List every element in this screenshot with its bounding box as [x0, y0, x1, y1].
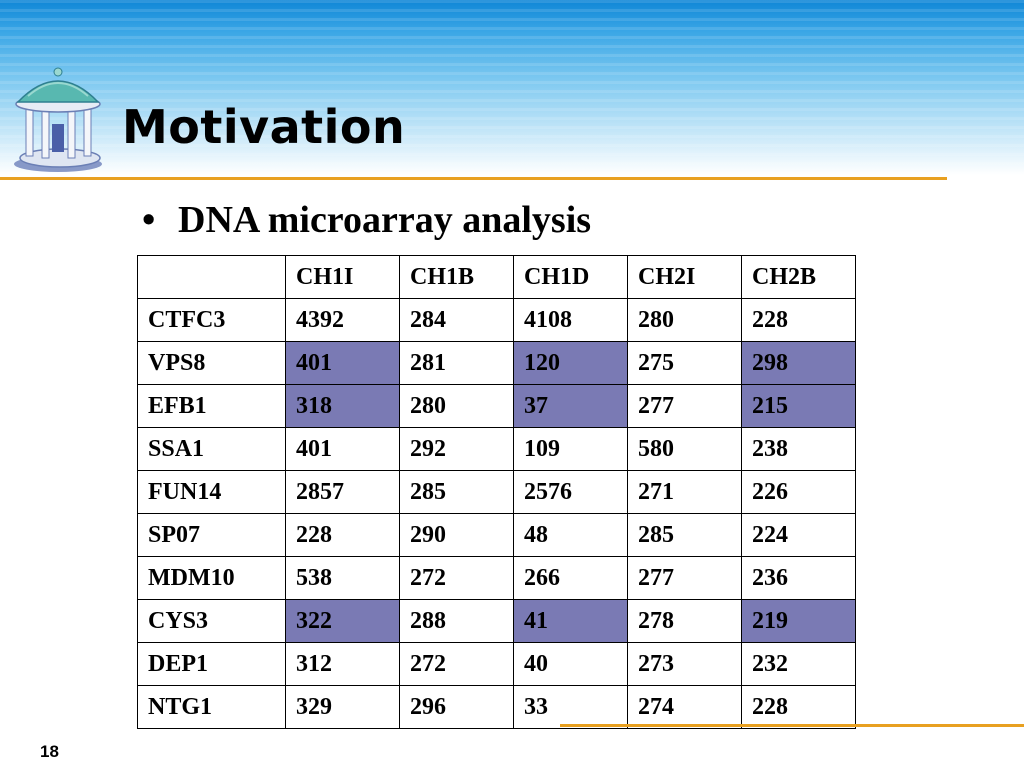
highlighted-value-cell: 318 — [285, 384, 400, 428]
value-cell: 284 — [399, 298, 514, 342]
gene-name-cell: SSA1 — [137, 427, 286, 471]
value-cell: 236 — [741, 556, 856, 600]
value-cell: 109 — [513, 427, 628, 471]
value-cell: 4392 — [285, 298, 400, 342]
gene-name-cell: CTFC3 — [137, 298, 286, 342]
highlighted-value-cell: 298 — [741, 341, 856, 385]
footer-rule — [560, 724, 1024, 727]
value-cell: 238 — [741, 427, 856, 471]
highlighted-value-cell: 120 — [513, 341, 628, 385]
highlighted-value-cell: 215 — [741, 384, 856, 428]
table-row: FUN14 2857 285 2576 271 226 — [137, 470, 856, 514]
highlighted-value-cell: 41 — [513, 599, 628, 643]
gene-name-cell: DEP1 — [137, 642, 286, 686]
value-cell: 228 — [285, 513, 400, 557]
microarray-table: CH1I CH1B CH1D CH2I CH2B CTFC3 4392 284 4108 280 2… — [137, 255, 856, 729]
value-cell: 40 — [513, 642, 628, 686]
value-cell: 285 — [627, 513, 742, 557]
value-cell: 228 — [741, 298, 856, 342]
table-row: SP07 228 290 48 285 224 — [137, 513, 856, 557]
value-cell: 580 — [627, 427, 742, 471]
value-cell: 281 — [399, 341, 514, 385]
highlighted-value-cell: 401 — [285, 341, 400, 385]
gene-name-cell: VPS8 — [137, 341, 286, 385]
gene-name-cell: MDM10 — [137, 556, 286, 600]
column-header: CH2I — [627, 255, 742, 299]
table-row: MDM10 538 272 266 277 236 — [137, 556, 856, 600]
table-row: EFB1 318 280 37 277 215 — [137, 384, 856, 428]
value-cell: 277 — [627, 384, 742, 428]
column-header: CH1D — [513, 255, 628, 299]
bullet-marker: • — [142, 199, 156, 241]
column-header: CH2B — [741, 255, 856, 299]
column-header: CH1B — [399, 255, 514, 299]
highlighted-value-cell: 219 — [741, 599, 856, 643]
value-cell: 312 — [285, 642, 400, 686]
value-cell: 292 — [399, 427, 514, 471]
value-cell: 288 — [399, 599, 514, 643]
value-cell: 296 — [399, 685, 514, 729]
highlighted-value-cell: 37 — [513, 384, 628, 428]
title-rule — [0, 177, 947, 180]
value-cell: 266 — [513, 556, 628, 600]
gene-name-cell: FUN14 — [137, 470, 286, 514]
value-cell: 226 — [741, 470, 856, 514]
old-well-logo-icon — [14, 67, 102, 172]
value-cell: 329 — [285, 685, 400, 729]
value-cell: 48 — [513, 513, 628, 557]
value-cell: 401 — [285, 427, 400, 471]
value-cell: 275 — [627, 341, 742, 385]
value-cell: 2576 — [513, 470, 628, 514]
table-row: VPS8 401 281 120 275 298 — [137, 341, 856, 385]
value-cell: 285 — [399, 470, 514, 514]
value-cell: 4108 — [513, 298, 628, 342]
value-cell: 280 — [627, 298, 742, 342]
value-cell: 272 — [399, 642, 514, 686]
value-cell: 273 — [627, 642, 742, 686]
header-background — [0, 0, 1024, 175]
bullet-item: • DNA microarray analysis — [142, 198, 591, 242]
value-cell: 280 — [399, 384, 514, 428]
value-cell: 33 — [513, 685, 628, 729]
table-row: SSA1 401 292 109 580 238 — [137, 427, 856, 471]
value-cell: 228 — [741, 685, 856, 729]
header-stripes — [0, 0, 1024, 175]
gene-name-cell: CYS3 — [137, 599, 286, 643]
table-row: CTFC3 4392 284 4108 280 228 — [137, 298, 856, 342]
table-corner-cell — [137, 255, 286, 299]
value-cell: 274 — [627, 685, 742, 729]
gene-name-cell: SP07 — [137, 513, 286, 557]
page-number: 18 — [40, 742, 59, 761]
table-header-row: CH1I CH1B CH1D CH2I CH2B — [137, 255, 856, 299]
value-cell: 272 — [399, 556, 514, 600]
gene-name-cell: EFB1 — [137, 384, 286, 428]
value-cell: 538 — [285, 556, 400, 600]
column-header: CH1I — [285, 255, 400, 299]
table-row: CYS3 322 288 41 278 219 — [137, 599, 856, 643]
value-cell: 224 — [741, 513, 856, 557]
value-cell: 271 — [627, 470, 742, 514]
value-cell: 277 — [627, 556, 742, 600]
value-cell: 232 — [741, 642, 856, 686]
bullet-text: DNA microarray analysis — [178, 199, 592, 241]
value-cell: 278 — [627, 599, 742, 643]
highlighted-value-cell: 322 — [285, 599, 400, 643]
table-row: NTG1 329 296 33 274 228 — [137, 685, 856, 729]
gene-name-cell: NTG1 — [137, 685, 286, 729]
slide-title: Motivation — [122, 100, 406, 154]
value-cell: 2857 — [285, 470, 400, 514]
table-row: DEP1 312 272 40 273 232 — [137, 642, 856, 686]
value-cell: 290 — [399, 513, 514, 557]
